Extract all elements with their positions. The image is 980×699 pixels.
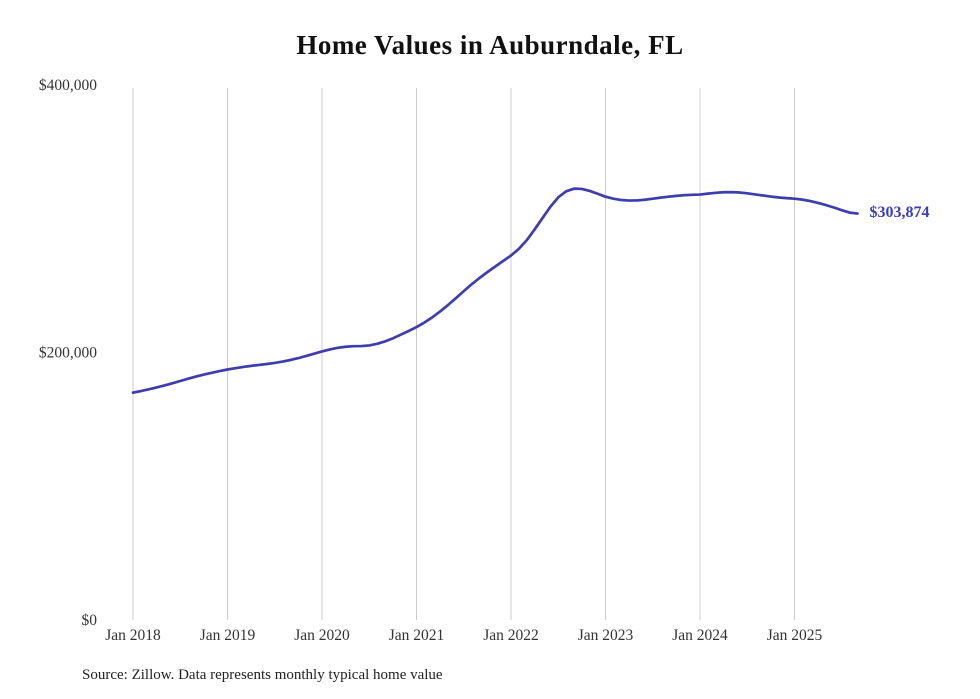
source-note: Source: Zillow. Data represents monthly …: [82, 667, 443, 683]
x-tick-label: Jan 2019: [200, 627, 256, 644]
x-tick-label: Jan 2020: [294, 627, 350, 644]
y-tick-label: $400,000: [39, 77, 97, 94]
home-value-line: [131, 187, 859, 394]
chart-title: Home Values in Auburndale, FL: [296, 30, 684, 60]
latest-value-label: $303,874: [869, 203, 930, 221]
x-tick-label: Jan 2025: [767, 627, 823, 644]
x-tick-label: Jan 2022: [483, 627, 539, 644]
x-tick-label: Jan 2021: [389, 627, 445, 644]
x-tick-label: Jan 2018: [105, 627, 161, 644]
x-tick-label: Jan 2023: [578, 627, 634, 644]
y-tick-label: $0: [82, 612, 98, 629]
y-tick-label: $200,000: [39, 345, 97, 362]
x-tick-label: Jan 2024: [672, 627, 728, 644]
